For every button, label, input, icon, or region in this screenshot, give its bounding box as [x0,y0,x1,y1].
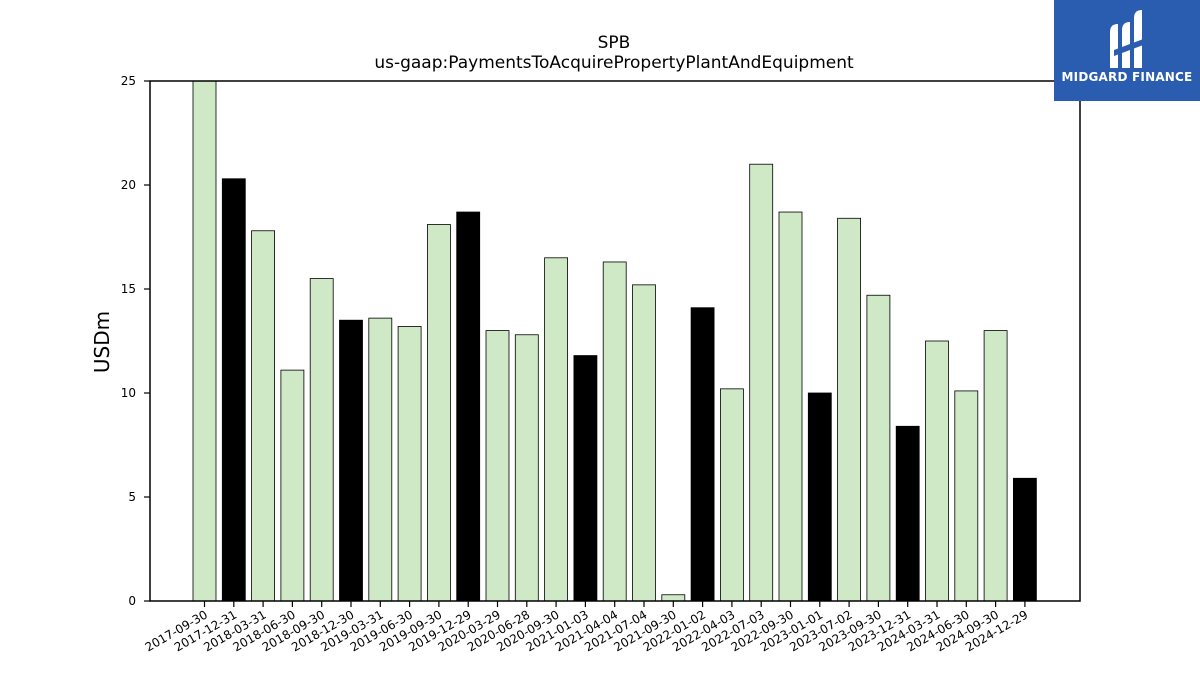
chart-title: SPB [598,33,631,53]
bar-2019-03-31 [368,317,393,602]
bar-2019-12-29 [456,211,481,602]
bar-2020-06-28 [514,334,539,602]
y-tick-label: 5 [128,490,136,504]
bar-2024-03-31 [925,340,949,602]
bar-group [192,80,1037,602]
bar-2022-01-02 [690,307,715,602]
bar-2020-03-29 [485,330,510,602]
chart-subtitle: us-gaap:PaymentsToAcquirePropertyPlantAn… [374,53,854,73]
bar-2021-01-03 [573,355,598,602]
bar-2022-04-03 [720,388,744,602]
logo-mark-icon [1110,10,1146,68]
y-axis: 0 5 10 15 20 25 [121,74,150,608]
bar-2021-09-30 [661,594,686,602]
y-tick-label: 25 [121,74,136,88]
y-tick-label: 15 [121,282,136,296]
plot-frame [149,80,1081,602]
x-axis: 2017-09-302017-12-312018-03-312018-06-30… [143,601,1030,654]
bar-2024-12-29 [1013,477,1037,602]
bar-2017-12-31 [221,178,246,602]
bar-2018-09-30 [309,278,334,602]
bar-2018-12-30 [339,319,363,602]
bar-2023-01-01 [807,392,832,602]
brand-logo: MIDGARD FINANCE [1054,0,1200,101]
bar-2020-09-30 [544,257,568,602]
bar-2018-03-31 [251,230,276,602]
y-axis-label: USDm [90,311,114,373]
y-tick-label: 20 [121,178,136,192]
bar-2019-09-30 [426,224,451,602]
bar-2021-07-04 [632,284,656,602]
bar-2022-09-30 [778,211,803,602]
bar-2024-09-30 [983,330,1008,602]
brand-name: MIDGARD FINANCE [1061,70,1193,84]
bar-2023-09-30 [866,294,891,602]
bar-2023-07-02 [837,217,861,602]
bar-2019-06-30 [397,326,422,602]
bar-2024-06-30 [954,390,979,602]
bar-2018-06-30 [280,369,305,602]
bar-2021-04-04 [602,261,627,602]
y-tick-label: 0 [128,594,136,608]
y-tick-label: 10 [121,386,136,400]
bar-2023-12-31 [895,425,920,602]
bar-2017-09-30 [192,80,217,602]
bar-2022-07-03 [749,163,774,602]
